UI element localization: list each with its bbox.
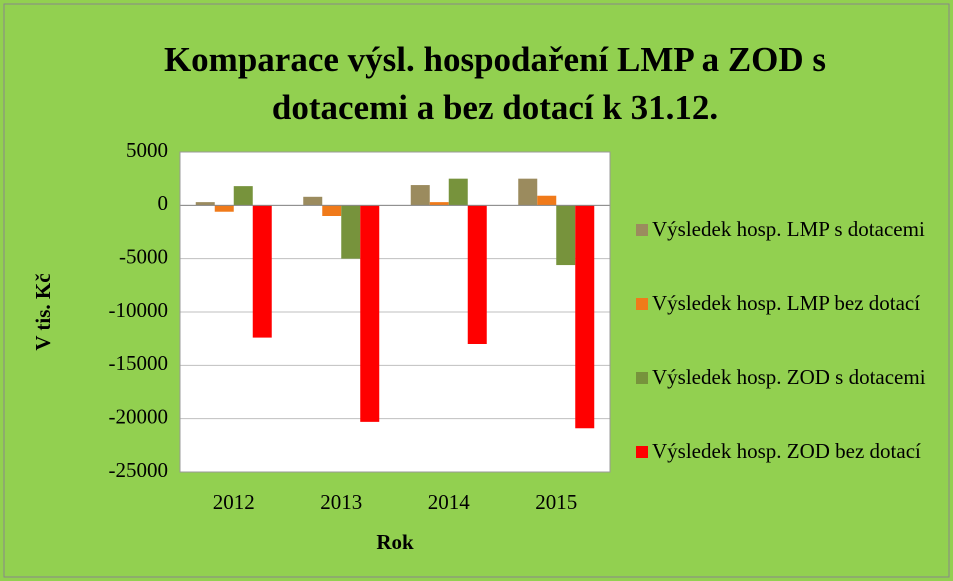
legend-label: Výsledek hosp. ZOD bez dotací bbox=[652, 439, 921, 463]
chart-title: Komparace výsl. hospodaření LMP a ZOD s … bbox=[163, 40, 827, 127]
bar bbox=[518, 178, 538, 206]
bar bbox=[410, 185, 430, 206]
bar bbox=[303, 196, 323, 206]
y-tick-label: -10000 bbox=[109, 298, 169, 322]
legend-label: Výsledek hosp. ZOD s dotacemi bbox=[652, 365, 926, 389]
bar bbox=[575, 205, 595, 429]
y-tick-label: 0 bbox=[158, 191, 169, 215]
bar bbox=[556, 205, 576, 266]
bar bbox=[360, 205, 380, 422]
y-tick-label: -25000 bbox=[109, 458, 169, 482]
legend-swatch bbox=[636, 372, 648, 384]
bar bbox=[214, 205, 234, 212]
y-axis-label: V tis. Kč bbox=[31, 273, 55, 350]
bar bbox=[233, 186, 253, 206]
legend-item: Výsledek hosp. ZOD bez dotací bbox=[636, 436, 946, 466]
bar bbox=[448, 178, 468, 206]
legend-item: Výsledek hosp. LMP s dotacemi bbox=[636, 214, 946, 244]
x-tick-label: 2014 bbox=[428, 490, 471, 514]
x-axis-label: Rok bbox=[376, 530, 414, 554]
bar bbox=[429, 202, 449, 206]
bar bbox=[322, 205, 342, 216]
chart-border bbox=[3, 3, 950, 578]
y-tick-label: -15000 bbox=[109, 351, 169, 375]
bar bbox=[195, 202, 215, 206]
x-tick-label: 2012 bbox=[213, 490, 255, 514]
y-tick-label: -5000 bbox=[119, 244, 168, 268]
bar bbox=[341, 205, 361, 259]
legend-swatch bbox=[636, 446, 648, 458]
bar bbox=[537, 195, 557, 206]
x-tick-label: 2015 bbox=[535, 490, 577, 514]
legend-swatch bbox=[636, 224, 648, 236]
plot-border bbox=[179, 151, 611, 473]
legend-label: Výsledek hosp. LMP s dotacemi bbox=[652, 217, 925, 241]
y-tick-label: 5000 bbox=[126, 138, 168, 162]
bar bbox=[467, 205, 487, 344]
legend-swatch bbox=[636, 298, 648, 310]
legend-item: Výsledek hosp. LMP bez dotací bbox=[636, 288, 946, 318]
y-tick-label: -20000 bbox=[109, 404, 169, 428]
legend-item: Výsledek hosp. ZOD s dotacemi bbox=[636, 362, 946, 392]
legend-label: Výsledek hosp. LMP bez dotací bbox=[652, 291, 921, 315]
bar bbox=[252, 205, 272, 338]
x-tick-label: 2013 bbox=[320, 490, 362, 514]
